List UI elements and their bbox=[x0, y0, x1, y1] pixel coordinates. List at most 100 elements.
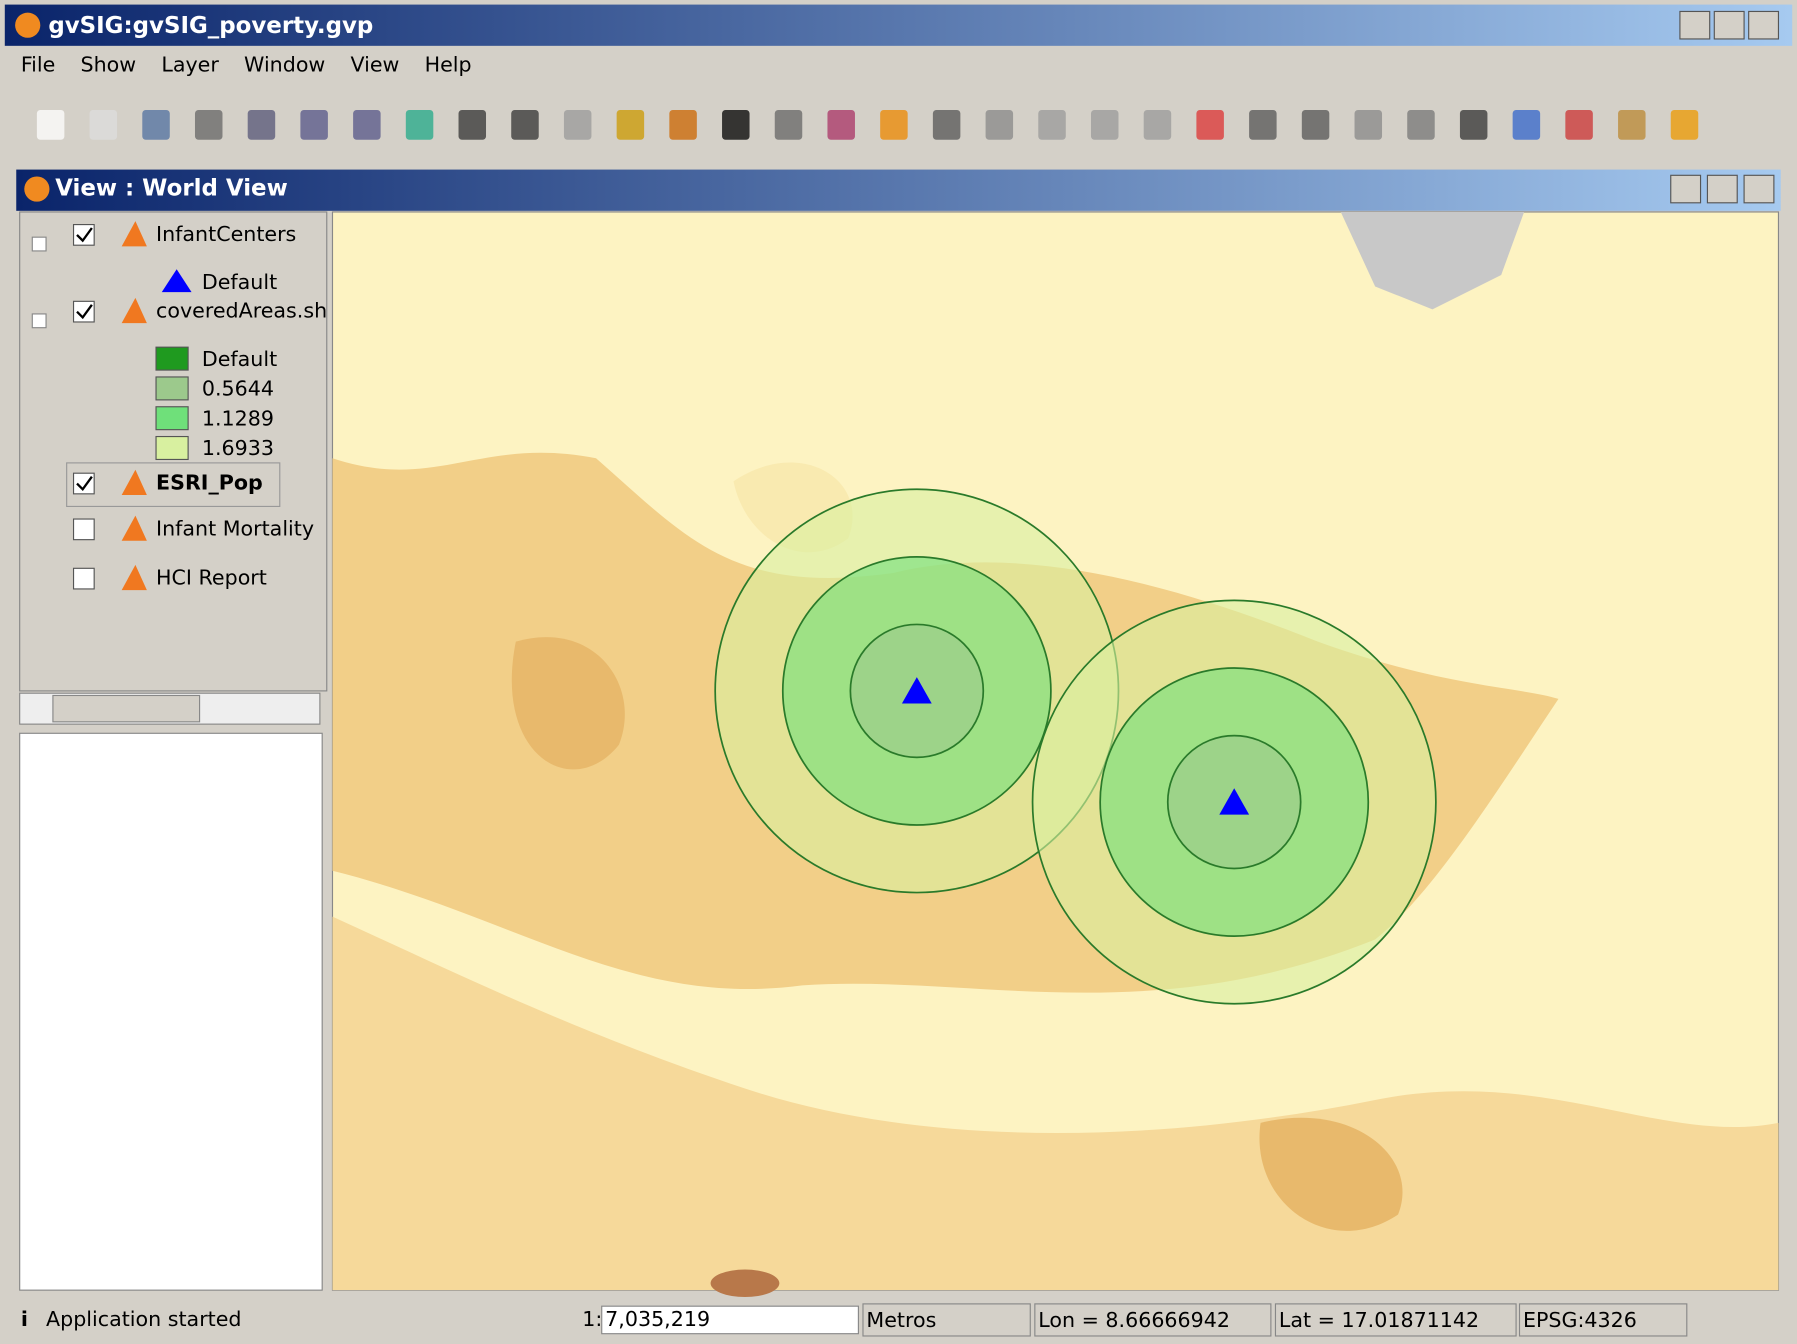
check-mark bbox=[76, 227, 93, 243]
layer-checkbox[interactable] bbox=[72, 472, 95, 495]
layer-name[interactable]: coveredAreas.sh bbox=[156, 299, 327, 323]
longitude: Lon = 8.66666942 bbox=[1038, 1308, 1230, 1332]
tool-button[interactable] bbox=[1618, 109, 1646, 140]
menu-item[interactable]: File bbox=[21, 52, 55, 76]
layer-name[interactable]: HCI Report bbox=[156, 566, 267, 590]
view-title: View : World View bbox=[55, 176, 288, 202]
tool-button[interactable] bbox=[89, 109, 118, 140]
tool-button[interactable] bbox=[669, 109, 697, 140]
tool-button[interactable] bbox=[774, 109, 803, 140]
check-mark bbox=[76, 475, 93, 492]
latitude: Lat = 17.01871142 bbox=[1279, 1308, 1479, 1332]
tool-button[interactable] bbox=[563, 109, 592, 140]
units: Metros bbox=[866, 1308, 936, 1332]
tool-button[interactable] bbox=[1090, 109, 1119, 140]
units-field bbox=[862, 1303, 1031, 1337]
layer-icon bbox=[121, 515, 147, 541]
legend-symbol bbox=[155, 435, 189, 461]
scroll-thumb[interactable] bbox=[52, 694, 201, 723]
lon-field bbox=[1034, 1303, 1272, 1337]
close-button[interactable] bbox=[1748, 10, 1780, 40]
tool-button[interactable] bbox=[1249, 109, 1277, 140]
tool-button[interactable] bbox=[932, 109, 961, 140]
expander[interactable] bbox=[31, 236, 47, 252]
expander[interactable] bbox=[31, 313, 47, 329]
minimize-button[interactable] bbox=[1679, 10, 1711, 40]
lat-field bbox=[1274, 1303, 1517, 1337]
legend-label: 1.1289 bbox=[202, 406, 274, 430]
layer-icon bbox=[121, 221, 147, 247]
tool-button[interactable] bbox=[300, 109, 328, 140]
legend-symbol bbox=[155, 406, 189, 431]
tool-button[interactable] bbox=[827, 109, 855, 140]
tool-button[interactable] bbox=[880, 109, 908, 140]
tool-button[interactable] bbox=[1670, 109, 1699, 140]
status-message: Application started bbox=[46, 1307, 241, 1331]
tool-button[interactable] bbox=[722, 109, 750, 140]
buffer-areas bbox=[714, 488, 1437, 1005]
locator-map bbox=[19, 732, 323, 1291]
app-icon bbox=[15, 12, 41, 38]
scale-input[interactable] bbox=[601, 1305, 859, 1335]
check-mark bbox=[76, 304, 93, 320]
layer-checkbox[interactable] bbox=[72, 567, 95, 590]
status-bar: i Application started 1: 7,035,219 Metro… bbox=[21, 1303, 1688, 1337]
map-canvas[interactable] bbox=[331, 211, 1780, 1298]
view-close[interactable] bbox=[1743, 174, 1775, 204]
tool-button[interactable] bbox=[1565, 109, 1593, 140]
tool-button[interactable] bbox=[1512, 109, 1541, 140]
infant-center[interactable] bbox=[1219, 788, 1250, 815]
tool-button[interactable] bbox=[353, 109, 381, 140]
map-region bbox=[511, 637, 625, 770]
layer-icon bbox=[121, 297, 147, 324]
tool-button[interactable] bbox=[616, 109, 645, 140]
tool-button[interactable] bbox=[1459, 109, 1488, 140]
view-minimize[interactable] bbox=[1670, 174, 1702, 204]
tool-button[interactable] bbox=[405, 109, 434, 140]
tool-button[interactable] bbox=[1143, 109, 1172, 140]
view-restore[interactable] bbox=[1706, 174, 1738, 204]
tool-button[interactable] bbox=[1407, 109, 1435, 140]
tool-button[interactable] bbox=[985, 109, 1014, 140]
legend-label: Default bbox=[202, 347, 277, 371]
window-title: gvSIG:gvSIG_poverty.gvp bbox=[48, 13, 373, 39]
menu-item[interactable]: Window bbox=[244, 52, 325, 76]
tool-button[interactable] bbox=[511, 109, 539, 140]
map-region bbox=[332, 916, 1779, 1291]
tool-button[interactable] bbox=[247, 109, 276, 140]
layer-name[interactable]: ESRI_Pop bbox=[156, 471, 263, 495]
menu-item[interactable]: Show bbox=[81, 52, 137, 76]
window-controls bbox=[1679, 10, 1780, 40]
layer-icon bbox=[121, 469, 147, 495]
tool-button[interactable] bbox=[194, 109, 223, 140]
maximize-button[interactable] bbox=[1713, 10, 1745, 40]
tool-button[interactable] bbox=[1354, 109, 1383, 140]
tool-button[interactable] bbox=[36, 109, 65, 140]
layer-name[interactable]: InfantCenters bbox=[156, 222, 296, 246]
layer-checkbox[interactable] bbox=[72, 224, 95, 246]
map-region bbox=[1259, 1117, 1403, 1231]
menu-item[interactable]: Help bbox=[425, 52, 472, 76]
tool-button[interactable] bbox=[458, 109, 487, 140]
view-title-bar bbox=[16, 169, 1781, 211]
layer-checkbox[interactable] bbox=[72, 300, 95, 323]
tool-button[interactable] bbox=[1301, 109, 1330, 140]
scale-prefix: 1: bbox=[582, 1307, 602, 1331]
menu-item[interactable]: View bbox=[351, 52, 400, 76]
layer-name[interactable]: Infant Mortality bbox=[156, 516, 314, 540]
menu-item[interactable]: Layer bbox=[161, 52, 219, 76]
infant-center[interactable] bbox=[901, 677, 932, 704]
tool-button[interactable] bbox=[1038, 109, 1066, 140]
legend-label: 0.5644 bbox=[202, 377, 274, 401]
layer-checkbox[interactable] bbox=[72, 518, 95, 541]
toolbar bbox=[36, 109, 1699, 140]
tool-button[interactable] bbox=[142, 109, 170, 140]
menu-bar: File Show Layer Window View Help bbox=[21, 52, 472, 76]
legend-symbol bbox=[155, 346, 189, 371]
tool-button[interactable] bbox=[1196, 109, 1224, 140]
view-icon bbox=[24, 176, 50, 202]
info-icon: i bbox=[21, 1307, 28, 1331]
layer-icon bbox=[121, 564, 147, 591]
